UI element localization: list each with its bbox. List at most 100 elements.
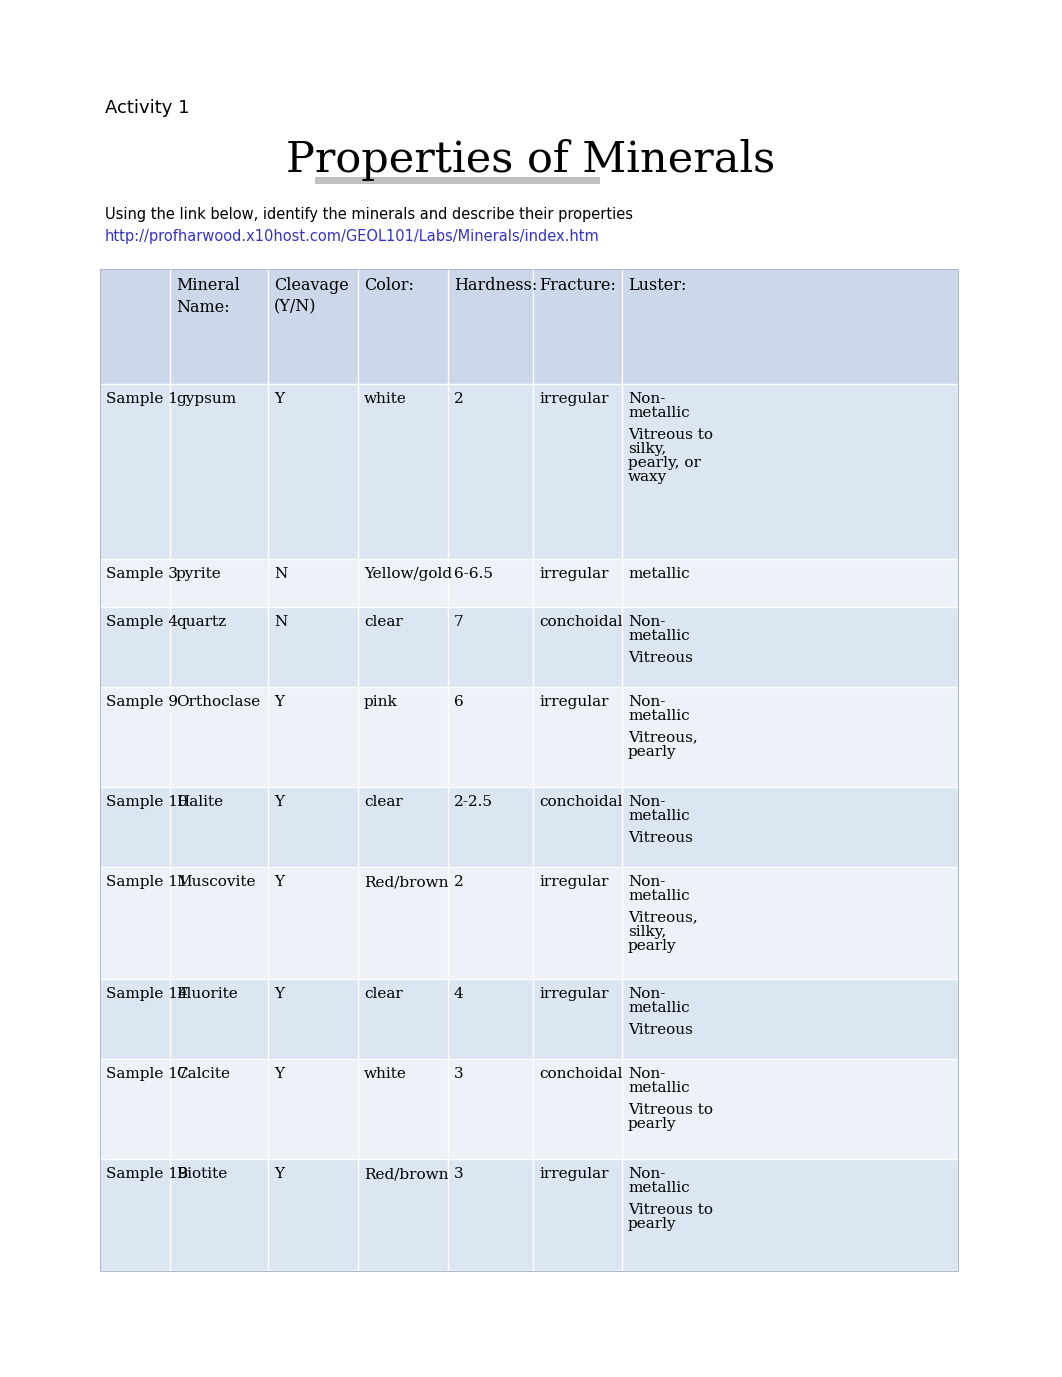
Text: Biotite: Biotite (176, 1166, 227, 1181)
Text: gypsum: gypsum (176, 392, 236, 406)
Text: Vitreous,: Vitreous, (628, 910, 698, 925)
Bar (100, 607, 958, 687)
Bar (315, 178, 600, 185)
Text: Vitreous to: Vitreous to (628, 1202, 713, 1217)
Text: Sample 14: Sample 14 (106, 987, 188, 1001)
Text: metallic: metallic (628, 1001, 689, 1015)
Bar (100, 269, 958, 384)
Text: irregular: irregular (539, 874, 609, 890)
Text: Sample 10: Sample 10 (106, 795, 188, 810)
Text: N: N (274, 616, 287, 629)
Text: Orthoclase: Orthoclase (176, 695, 260, 709)
Text: pink: pink (364, 695, 398, 709)
Bar (100, 1059, 958, 1159)
Text: Hardness:: Hardness: (453, 277, 537, 295)
Text: 3: 3 (453, 1067, 464, 1081)
Text: 7: 7 (453, 616, 464, 629)
Text: Halite: Halite (176, 795, 223, 810)
Text: irregular: irregular (539, 695, 609, 709)
Text: Sample 4: Sample 4 (106, 616, 178, 629)
Text: Y: Y (274, 795, 284, 810)
Text: Non-: Non- (628, 874, 666, 890)
Bar (100, 788, 958, 868)
Text: Sample 17: Sample 17 (106, 1067, 188, 1081)
Text: irregular: irregular (539, 392, 609, 406)
Text: Non-: Non- (628, 1166, 666, 1181)
Text: Vitreous to: Vitreous to (628, 428, 713, 442)
Text: clear: clear (364, 616, 402, 629)
Text: Non-: Non- (628, 1067, 666, 1081)
Text: Y: Y (274, 392, 284, 406)
Text: metallic: metallic (628, 1181, 689, 1195)
Text: Mineral
Name:: Mineral Name: (176, 277, 240, 315)
Text: Calcite: Calcite (176, 1067, 230, 1081)
Text: http://profharwood.x10host.com/GEOL101/Labs/Minerals/index.htm: http://profharwood.x10host.com/GEOL101/L… (105, 229, 600, 244)
Text: pyrite: pyrite (176, 567, 222, 581)
Text: Sample 19: Sample 19 (106, 1166, 188, 1181)
Text: pearly, or: pearly, or (628, 456, 701, 470)
Text: Red/brown: Red/brown (364, 1166, 448, 1181)
Text: Vitreous: Vitreous (628, 1023, 692, 1037)
Text: white: white (364, 392, 407, 406)
Text: 6-6.5: 6-6.5 (453, 567, 493, 581)
Text: Vitreous: Vitreous (628, 830, 692, 844)
Text: 2: 2 (453, 874, 464, 890)
Text: Vitreous,: Vitreous, (628, 731, 698, 745)
Text: Non-: Non- (628, 392, 666, 406)
Text: Y: Y (274, 1067, 284, 1081)
Text: Y: Y (274, 1166, 284, 1181)
Text: Muscovite: Muscovite (176, 874, 256, 890)
Text: 3: 3 (453, 1166, 464, 1181)
Text: conchoidal: conchoidal (539, 616, 622, 629)
Text: Non-: Non- (628, 695, 666, 709)
Text: Cleavage
(Y/N): Cleavage (Y/N) (274, 277, 348, 315)
Text: Yellow/gold: Yellow/gold (364, 567, 452, 581)
Text: pearly: pearly (628, 1117, 676, 1131)
Text: Non-: Non- (628, 795, 666, 810)
Text: Properties of Minerals: Properties of Minerals (287, 139, 775, 180)
Text: Sample 1: Sample 1 (106, 392, 178, 406)
Bar (100, 384, 958, 559)
Text: pearly: pearly (628, 745, 676, 759)
Text: clear: clear (364, 795, 402, 810)
Text: white: white (364, 1067, 407, 1081)
Text: Vitreous to: Vitreous to (628, 1103, 713, 1117)
Text: metallic: metallic (628, 1081, 689, 1095)
Bar (100, 1159, 958, 1271)
Bar (100, 979, 958, 1059)
Text: pearly: pearly (628, 1217, 676, 1231)
Text: N: N (274, 567, 287, 581)
Text: Y: Y (274, 987, 284, 1001)
Text: 4: 4 (453, 987, 464, 1001)
Text: Sample 11: Sample 11 (106, 874, 188, 890)
Text: Y: Y (274, 874, 284, 890)
Text: 2-2.5: 2-2.5 (453, 795, 493, 810)
Text: Red/brown: Red/brown (364, 874, 448, 890)
Text: Luster:: Luster: (628, 277, 686, 295)
Text: conchoidal: conchoidal (539, 1067, 622, 1081)
Text: Fluorite: Fluorite (176, 987, 238, 1001)
Text: irregular: irregular (539, 1166, 609, 1181)
Text: quartz: quartz (176, 616, 226, 629)
Text: waxy: waxy (628, 470, 667, 483)
Text: metallic: metallic (628, 406, 689, 420)
Text: conchoidal: conchoidal (539, 795, 622, 810)
Text: Color:: Color: (364, 277, 414, 295)
Text: metallic: metallic (628, 629, 689, 643)
Text: Using the link below, identify the minerals and describe their properties: Using the link below, identify the miner… (105, 207, 633, 222)
Text: Fracture:: Fracture: (539, 277, 616, 295)
Text: metallic: metallic (628, 890, 689, 903)
Text: silky,: silky, (628, 925, 666, 939)
Text: clear: clear (364, 987, 402, 1001)
Text: Y: Y (274, 695, 284, 709)
Text: 2: 2 (453, 392, 464, 406)
Text: irregular: irregular (539, 567, 609, 581)
Text: Activity 1: Activity 1 (105, 99, 189, 117)
Text: metallic: metallic (628, 567, 689, 581)
Text: pearly: pearly (628, 939, 676, 953)
Bar (100, 868, 958, 979)
Text: Sample 3: Sample 3 (106, 567, 177, 581)
Text: Vitreous: Vitreous (628, 651, 692, 665)
Text: metallic: metallic (628, 709, 689, 723)
Text: Non-: Non- (628, 616, 666, 629)
